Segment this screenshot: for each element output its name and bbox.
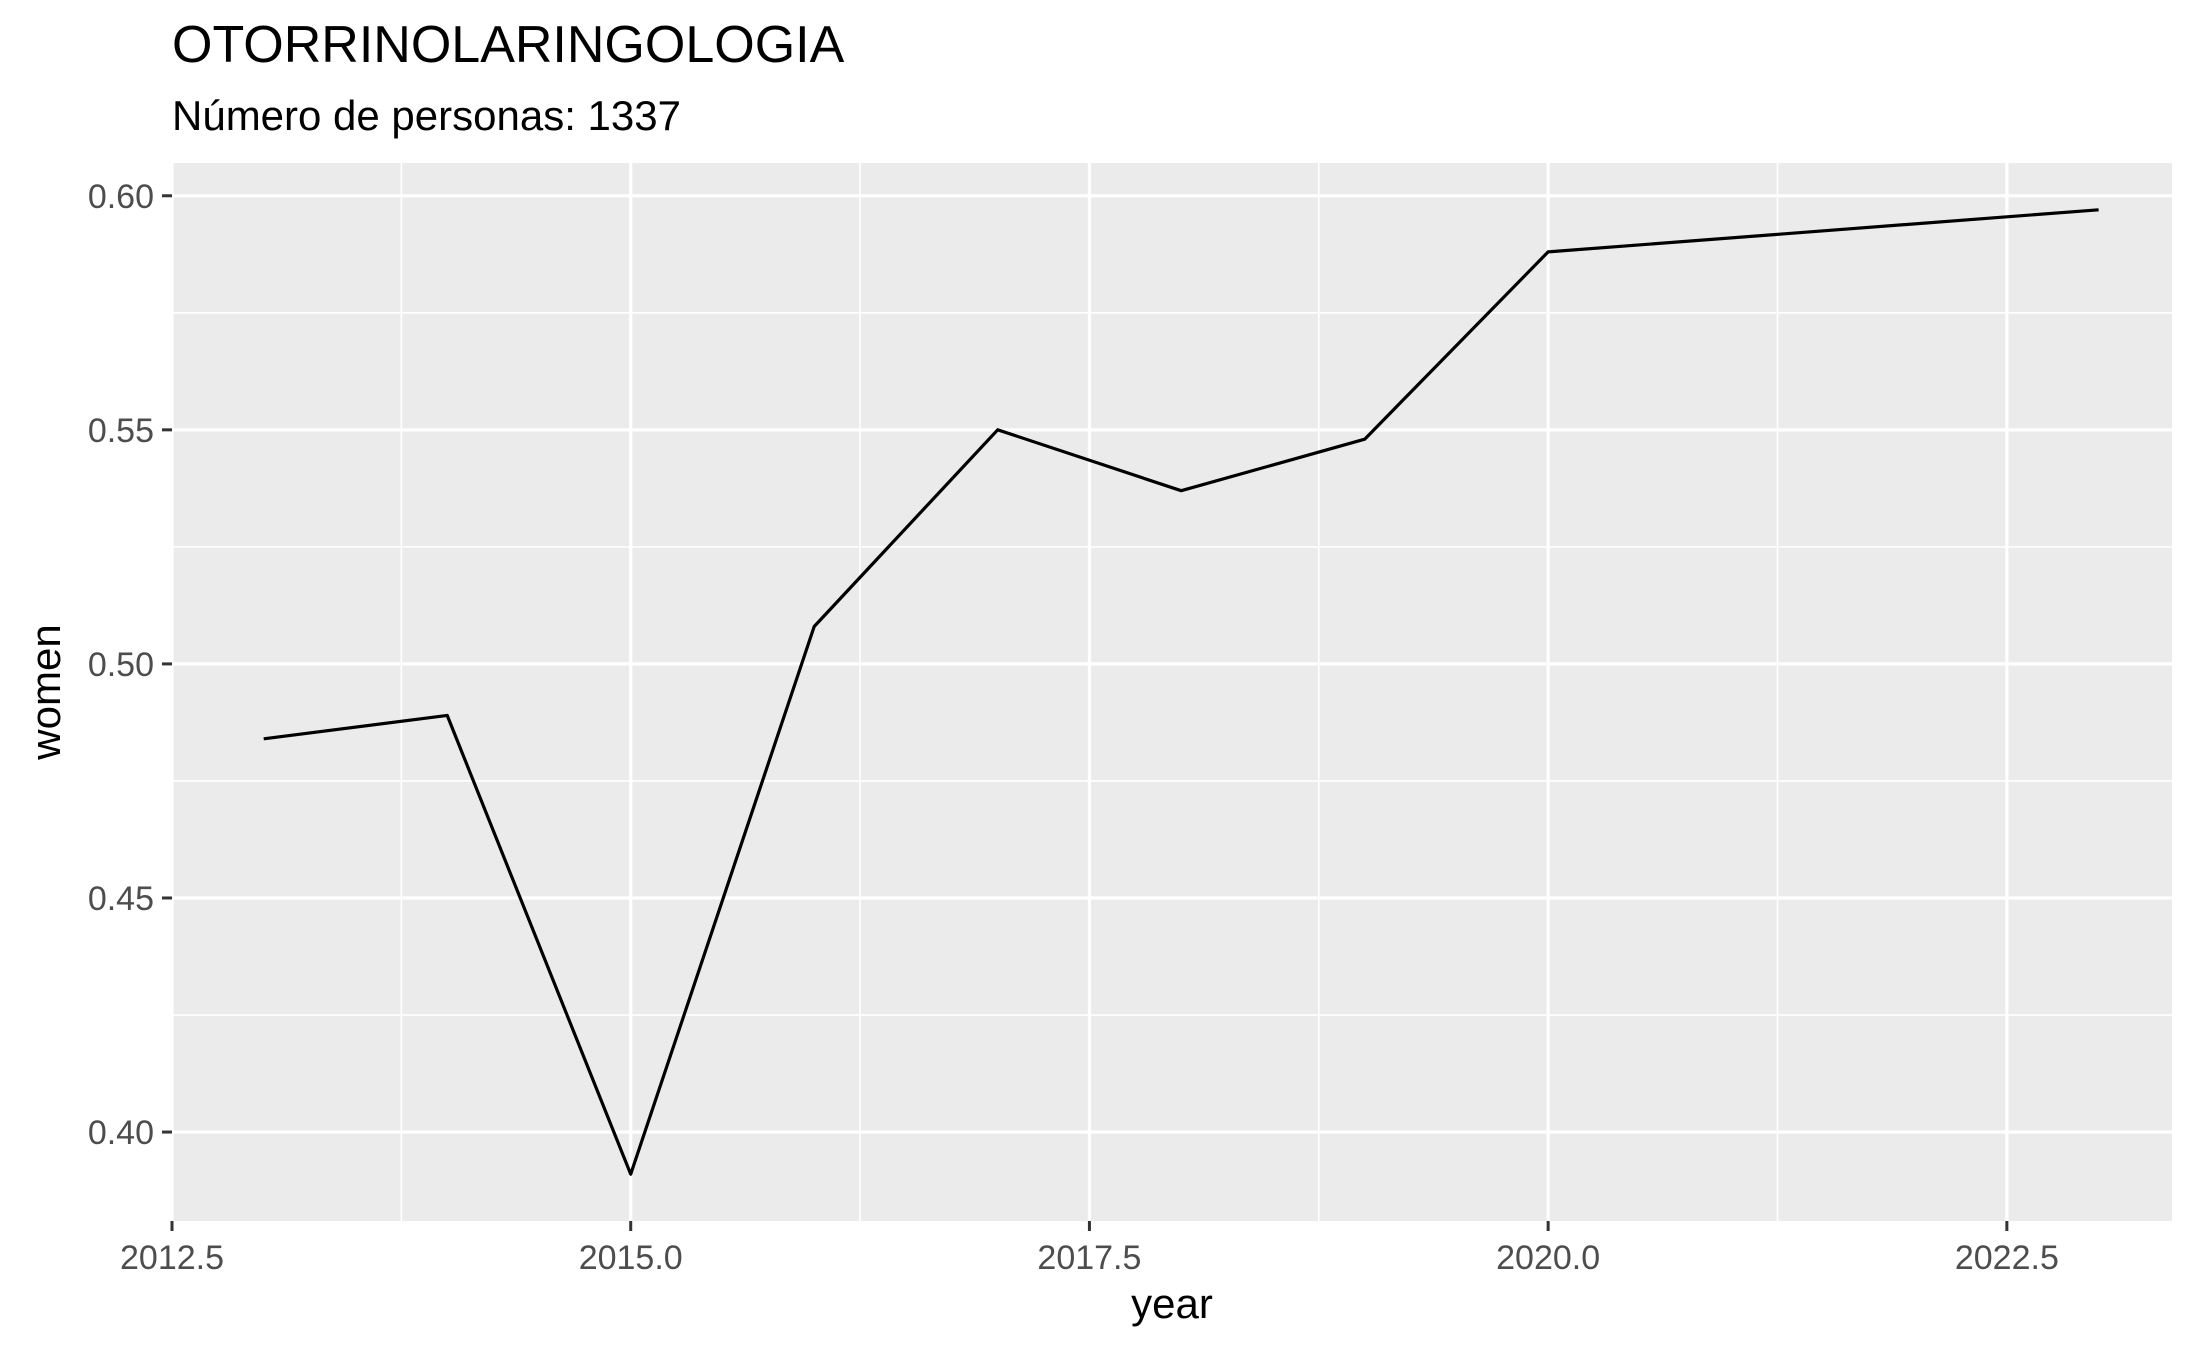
x-tick-label-3: 2020.0 [1496, 1239, 1600, 1277]
y-axis-title: women [22, 624, 69, 760]
major-gridlines [170, 163, 2172, 1221]
x-tick-label-4: 2022.5 [1955, 1239, 2059, 1277]
chart-title: OTORRINOLARINGOLOGIA [172, 16, 845, 74]
y-tick-label-4: 0.60 [88, 178, 154, 216]
chart-subtitle: Número de personas: 1337 [172, 92, 681, 139]
x-axis: 2012.5 2015.0 2017.5 2020.0 2022.5 [120, 1221, 2059, 1277]
y-tick-label-2: 0.50 [88, 646, 154, 684]
y-tick-label-3: 0.55 [88, 412, 154, 450]
x-tick-label-0: 2012.5 [120, 1239, 224, 1277]
plot-panel [172, 163, 2172, 1221]
x-tick-label-2: 2017.5 [1037, 1239, 1141, 1277]
y-tick-label-0: 0.40 [88, 1114, 154, 1152]
y-axis: 0.40 0.45 0.50 0.55 0.60 [88, 178, 172, 1152]
y-tick-label-1: 0.45 [88, 880, 154, 918]
minor-gridlines [172, 163, 2172, 1221]
x-axis-title: year [1131, 1280, 1213, 1327]
series-line-women [263, 208, 2099, 1176]
x-tick-label-1: 2015.0 [579, 1239, 683, 1277]
